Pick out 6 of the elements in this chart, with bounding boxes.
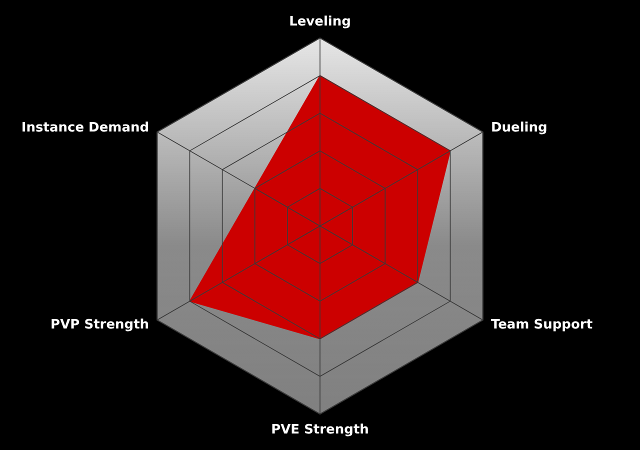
spoke-label: Leveling (289, 14, 351, 30)
spoke-label: PVE Strength (271, 422, 369, 438)
spoke-label: Team Support (490, 318, 593, 333)
spoke-label: Instance Demand (21, 120, 150, 136)
spoke-label: Dueling (490, 120, 548, 136)
spoke-label: PVP Strength (50, 318, 150, 333)
